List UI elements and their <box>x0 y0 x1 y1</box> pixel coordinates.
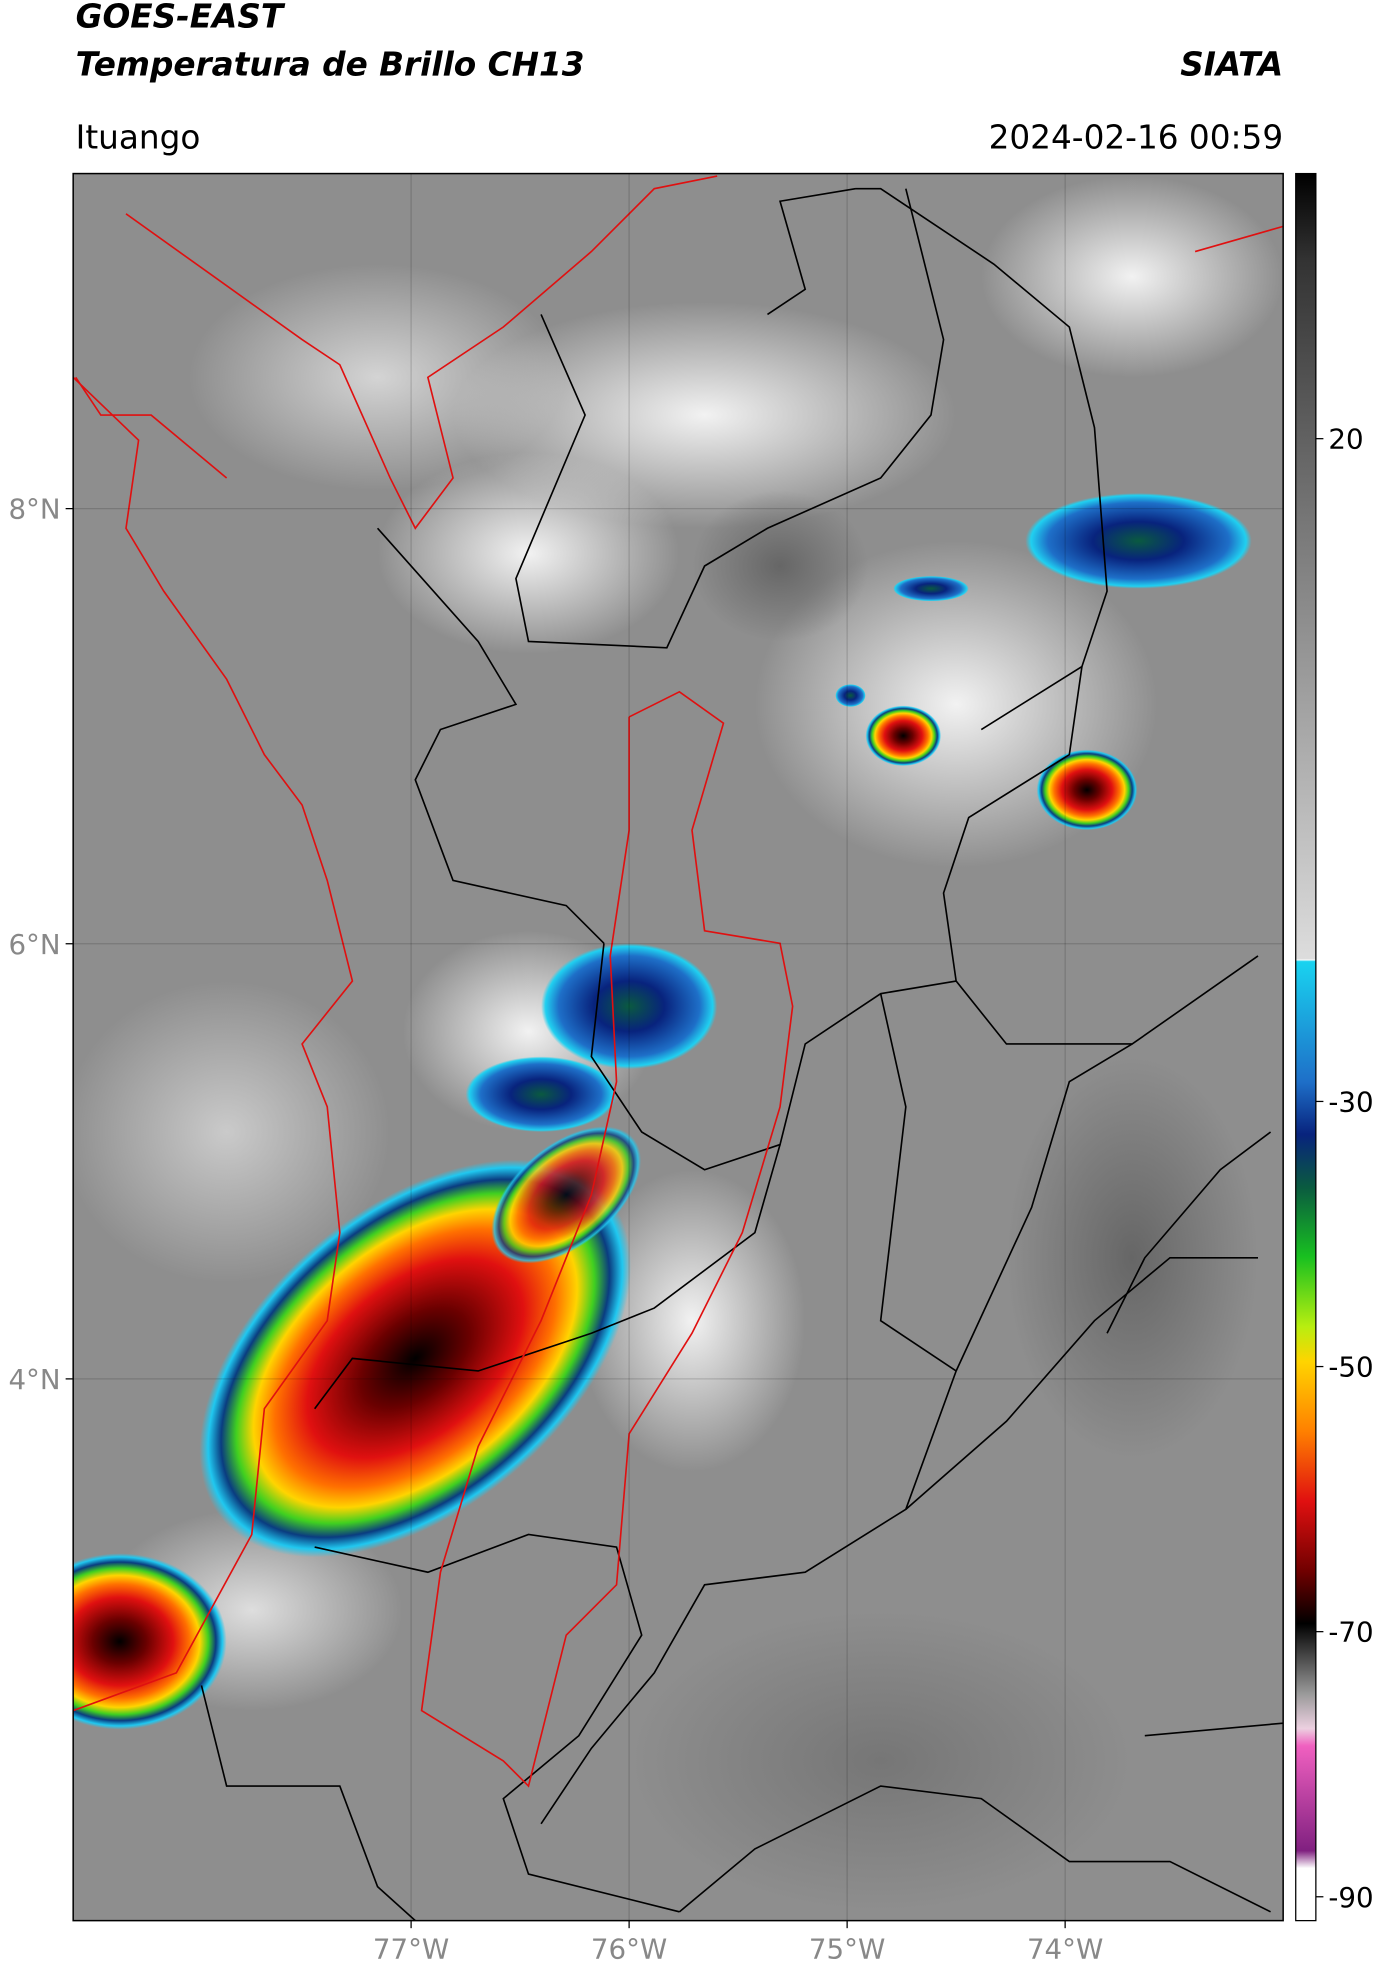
y-tick-label: 4°N <box>8 1363 60 1396</box>
x-tick-label: 77°W <box>373 1932 449 1965</box>
x-tick-label: 75°W <box>809 1932 885 1965</box>
colorbar-label: -50 <box>1328 1351 1373 1384</box>
satellite-image <box>73 173 1284 1921</box>
brand: SIATA <box>1180 45 1283 83</box>
colorbar-label: -70 <box>1328 1616 1373 1649</box>
location: Ituango <box>76 118 201 156</box>
x-tick-label: 76°W <box>591 1932 667 1965</box>
subtitle: Temperatura de Brillo CH13 <box>76 45 585 83</box>
x-tick-label: 74°W <box>1027 1932 1103 1965</box>
y-tick-label: 6°N <box>8 928 60 961</box>
timestamp: 2024-02-16 00:59 <box>989 118 1284 156</box>
y-tick-label: 8°N <box>8 493 60 526</box>
title: GOES-EAST <box>76 0 286 36</box>
map-frame <box>72 172 1284 1922</box>
colorbar-label: -30 <box>1328 1086 1373 1119</box>
colorbar-label: 20 <box>1328 423 1363 456</box>
colorbar-label: -90 <box>1328 1881 1373 1914</box>
colorbar <box>1295 172 1317 1922</box>
